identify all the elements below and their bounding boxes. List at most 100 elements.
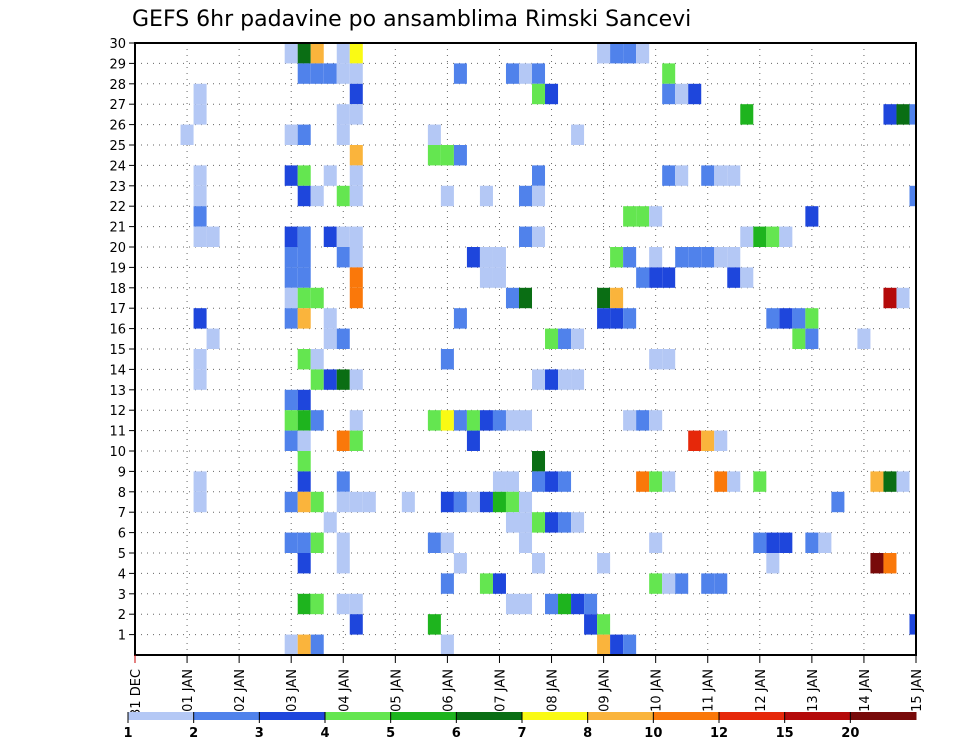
data-cell	[297, 124, 311, 145]
y-tick-label: 13	[109, 384, 126, 399]
data-cell	[492, 410, 506, 431]
data-cell	[479, 491, 493, 513]
y-tick-label: 14	[109, 363, 126, 378]
data-cell	[597, 634, 611, 655]
x-tick-label: 14 JAN	[858, 669, 873, 712]
data-cell	[636, 43, 650, 64]
y-tick-label: 27	[109, 98, 126, 113]
data-cell	[297, 287, 311, 309]
colorbar-label: 4	[320, 726, 329, 741]
x-tick-label: 15 JAN	[910, 669, 925, 712]
data-cell	[714, 471, 728, 492]
data-cell	[740, 267, 754, 288]
colorbar-label: 15	[776, 726, 794, 741]
colorbar-label: 1	[123, 726, 132, 741]
data-cell	[727, 471, 741, 492]
data-cell	[479, 573, 493, 594]
y-tick-label: 20	[109, 241, 126, 256]
y-tick-label: 8	[118, 486, 126, 501]
colorbar-label: 2	[189, 726, 198, 741]
data-cell	[427, 410, 441, 431]
data-cell	[701, 165, 715, 186]
colorbar-label: 7	[517, 726, 526, 741]
data-cell	[610, 247, 624, 268]
data-cell	[349, 83, 363, 105]
data-cell	[558, 471, 572, 492]
y-tick-label: 9	[118, 465, 126, 480]
data-cell	[310, 634, 324, 655]
colorbar-segment	[128, 712, 195, 720]
data-cell	[193, 206, 207, 227]
data-cell	[909, 185, 916, 207]
data-cell	[545, 83, 559, 105]
colorbar-segment	[719, 712, 786, 720]
data-cell	[453, 553, 467, 574]
data-cell	[453, 491, 467, 513]
data-cell	[649, 349, 663, 370]
data-cell	[427, 532, 441, 553]
data-cell	[662, 471, 676, 492]
data-cell	[349, 369, 363, 390]
data-cell	[492, 471, 506, 492]
data-cell	[349, 430, 363, 451]
data-cell	[323, 226, 337, 247]
data-cell	[518, 287, 533, 309]
data-cell	[193, 226, 207, 247]
y-tick-label: 12	[109, 404, 126, 419]
data-cell	[571, 369, 585, 390]
x-tick-label: 07 JAN	[493, 669, 508, 712]
data-cell	[532, 369, 546, 390]
x-tick-label: 11 JAN	[702, 669, 717, 712]
data-cell	[896, 471, 910, 492]
data-cell	[193, 165, 207, 186]
data-cell	[571, 328, 585, 349]
data-cell	[440, 410, 454, 431]
data-cell	[336, 226, 350, 247]
data-cell	[297, 349, 311, 370]
chart-title: GEFS 6hr padavine po ansamblima Rimski S…	[132, 7, 691, 32]
data-cell	[193, 104, 207, 125]
data-cell	[532, 165, 546, 186]
colorbar-segment	[325, 712, 392, 720]
data-cell	[649, 410, 663, 431]
data-cell	[688, 83, 702, 105]
data-cell	[284, 389, 298, 411]
data-cell	[310, 349, 324, 370]
data-cell	[180, 124, 194, 145]
data-cell	[284, 124, 298, 145]
data-cell	[831, 491, 845, 513]
data-cell	[310, 43, 324, 64]
data-cell	[336, 369, 350, 390]
data-cell	[349, 614, 363, 635]
y-tick-label: 29	[109, 57, 126, 72]
data-cell	[623, 206, 637, 227]
data-cell	[310, 63, 324, 84]
data-cell	[610, 308, 624, 329]
data-cell	[427, 614, 441, 635]
data-cell	[284, 491, 298, 513]
data-cell	[766, 532, 780, 553]
data-cell	[479, 247, 493, 268]
data-cell	[297, 165, 311, 186]
data-cell	[623, 43, 637, 64]
data-cell	[636, 267, 650, 288]
data-cell	[766, 308, 780, 329]
data-cell	[336, 104, 350, 125]
data-cell	[401, 491, 415, 513]
data-cell	[466, 430, 480, 451]
data-cell	[545, 593, 559, 615]
data-cell	[440, 532, 454, 553]
data-cell	[193, 185, 207, 207]
data-cell	[349, 185, 363, 207]
data-cell	[779, 226, 793, 247]
data-cell	[505, 593, 519, 615]
data-cell	[610, 43, 624, 64]
data-cell	[466, 247, 480, 268]
y-tick-label: 5	[118, 547, 126, 562]
data-cell	[297, 247, 311, 268]
data-cell	[297, 410, 311, 431]
data-cell	[206, 226, 220, 247]
data-cell	[518, 410, 533, 431]
colorbar-label: 6	[452, 726, 461, 741]
